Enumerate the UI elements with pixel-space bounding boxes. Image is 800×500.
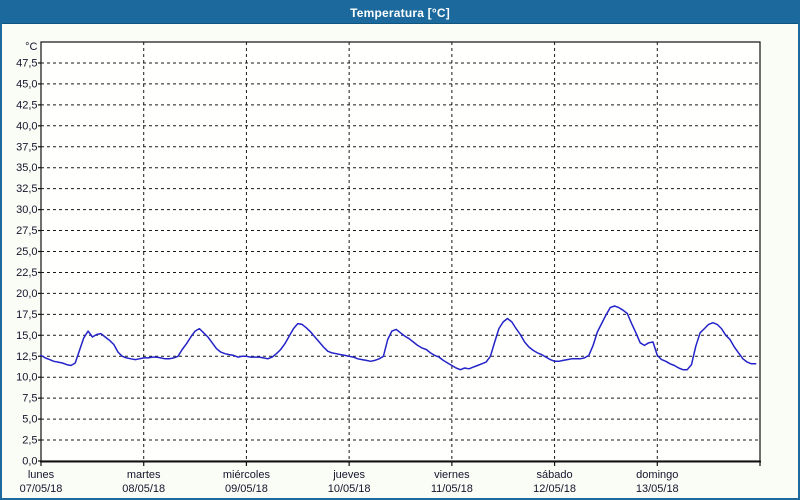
x-axis-date-label: 13/05/18: [636, 483, 679, 495]
y-axis-tick-label: 42,5: [16, 99, 37, 111]
y-axis-tick-label: 12,5: [16, 351, 37, 363]
y-axis-unit-label: °C: [25, 41, 37, 53]
y-axis-labels: 0,0 2,5 5,0 7,5 10,0 12,5 15,0 17,5 20,0 22,5 25,0…: [16, 41, 37, 468]
x-axis-day-label: jueves: [332, 469, 365, 481]
y-axis-tick-label: 40,0: [16, 120, 37, 132]
y-axis-tick-label: 22,5: [16, 267, 37, 279]
window-titlebar: Temperatura [°C]: [2, 2, 798, 24]
x-axis-day-label: viernes: [434, 469, 470, 481]
window-title: Temperatura [°C]: [350, 5, 450, 20]
y-axis-tick-label: 7,5: [22, 393, 37, 405]
y-axis-tick-label: 0,0: [22, 456, 37, 468]
chart-area: 0,0 2,5 5,0 7,5 10,0 12,5 15,0 17,5 20,0 22,5 25,0…: [2, 24, 798, 498]
y-axis-tick-label: 27,5: [16, 225, 37, 237]
x-axis-day-label: lunes: [28, 469, 55, 481]
temperature-line: [40, 305, 757, 371]
y-axis-tick-label: 30,0: [16, 204, 37, 216]
x-axis-day-label: domingo: [636, 469, 678, 481]
y-axis-tick-label: 32,5: [16, 183, 37, 195]
chart-canvas: 0,0 2,5 5,0 7,5 10,0 12,5 15,0 17,5 20,0 22,5 25,0…: [16, 41, 761, 495]
y-axis-tick-label: 2,5: [22, 435, 37, 447]
y-axis-tick-label: 5,0: [22, 414, 37, 426]
y-axis-tick-label: 47,5: [16, 57, 37, 69]
y-axis-tick-label: 15,0: [16, 330, 37, 342]
x-axis-date-label: 07/05/18: [20, 483, 63, 495]
x-axis-day-label: miércoles: [223, 469, 271, 481]
y-axis-tick-label: 35,0: [16, 162, 37, 174]
x-axis-date-label: 11/05/18: [431, 483, 473, 495]
y-axis-tick-label: 20,0: [16, 288, 37, 300]
x-axis-day-label: martes: [127, 469, 161, 481]
y-axis-tick-label: 45,0: [16, 78, 37, 90]
x-axis-date-label: 09/05/18: [225, 483, 268, 495]
x-axis-day-label: sábado: [537, 469, 573, 481]
x-axis-date-label: 08/05/18: [122, 483, 165, 495]
x-axis-labels: lunes 07/05/18 martes 08/05/18 miércoles 09/0…: [20, 469, 679, 495]
x-axis-date-label: 12/05/18: [533, 483, 576, 495]
gridlines: [41, 42, 760, 461]
y-axis-tick-label: 25,0: [16, 246, 37, 258]
x-axis-date-label: 10/05/18: [328, 483, 371, 495]
y-axis-tick-label: 10,0: [16, 372, 37, 384]
y-axis-tick-label: 17,5: [16, 309, 37, 321]
y-axis-tick-label: 37,5: [16, 141, 37, 153]
plot-background: [41, 42, 760, 461]
